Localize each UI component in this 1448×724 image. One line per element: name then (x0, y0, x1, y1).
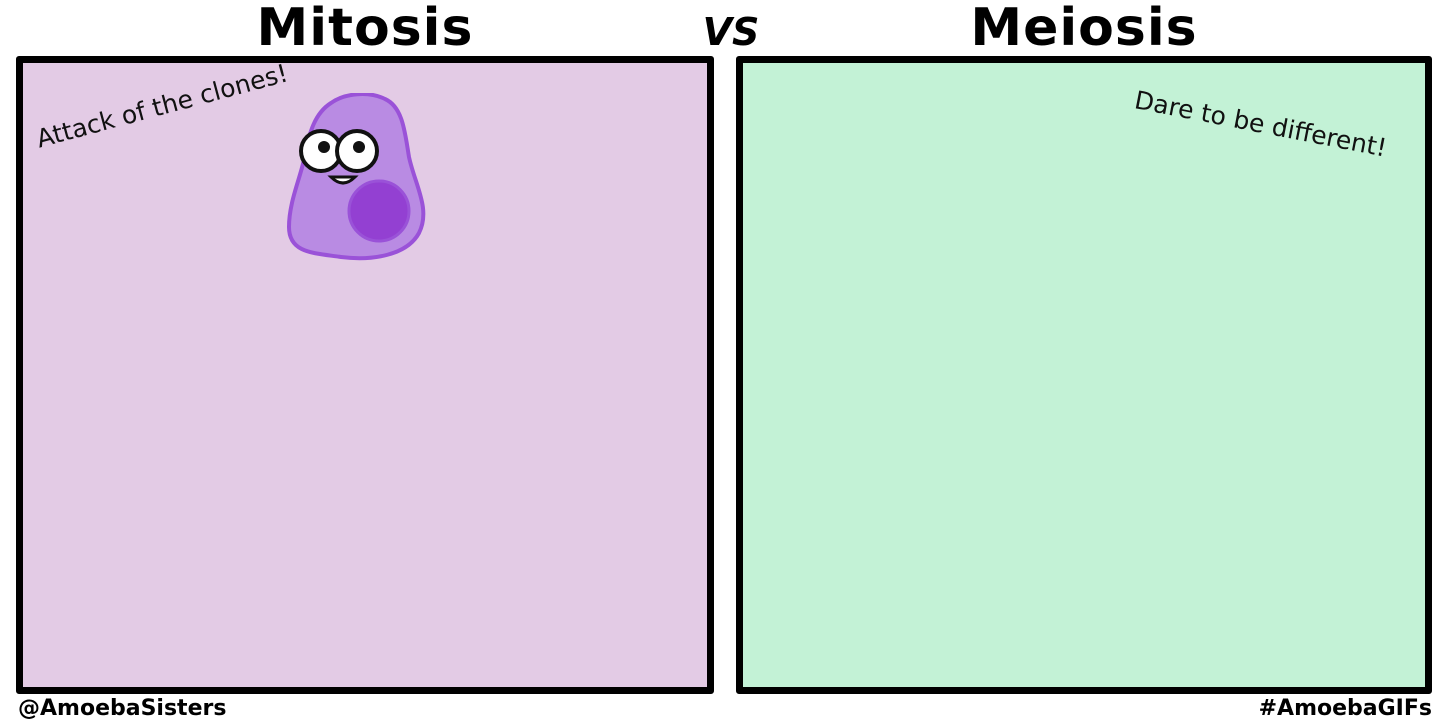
mitosis-caption: Attack of the clones! (33, 58, 291, 154)
mitosis-panel: Attack of the clones! (16, 56, 714, 694)
amoeba-mouth (327, 175, 359, 185)
meiosis-panel: Dare to be different! (736, 56, 1432, 694)
meiosis-caption: Dare to be different! (1132, 85, 1390, 163)
footer-hashtag: #AmoebaGIFs (1258, 696, 1432, 721)
vs-label: VS (702, 10, 760, 54)
amoeba-right-pupil (353, 141, 365, 153)
meiosis-title: Meiosis (970, 0, 1198, 58)
amoeba-left-pupil (318, 141, 330, 153)
footer-credit: @AmoebaSisters (18, 696, 227, 721)
amoeba-character-icon (286, 93, 426, 261)
mitosis-title: Mitosis (256, 0, 474, 58)
amoeba-nucleus (347, 179, 411, 243)
